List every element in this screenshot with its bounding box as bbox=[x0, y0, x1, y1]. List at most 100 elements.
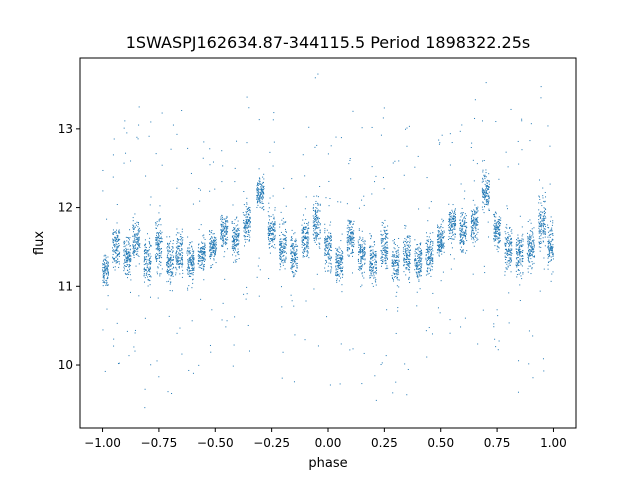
data-point bbox=[459, 235, 461, 237]
data-point bbox=[409, 262, 411, 264]
data-point bbox=[290, 253, 292, 255]
data-point bbox=[420, 275, 422, 277]
data-point bbox=[432, 245, 434, 247]
data-point bbox=[246, 208, 248, 210]
data-point bbox=[408, 125, 410, 127]
data-point bbox=[362, 237, 364, 239]
data-point bbox=[340, 258, 342, 260]
data-point bbox=[220, 218, 222, 220]
data-point bbox=[454, 208, 456, 210]
data-point bbox=[168, 243, 170, 245]
data-point bbox=[125, 251, 127, 253]
data-point bbox=[493, 228, 495, 230]
data-point bbox=[459, 227, 461, 229]
data-point bbox=[158, 238, 160, 240]
data-point bbox=[172, 275, 174, 277]
data-point bbox=[462, 241, 464, 243]
data-point bbox=[302, 226, 304, 228]
data-point bbox=[474, 220, 476, 222]
data-point bbox=[407, 255, 409, 257]
data-point bbox=[405, 258, 407, 260]
data-point bbox=[340, 260, 342, 262]
data-point bbox=[438, 241, 440, 243]
data-point bbox=[515, 265, 517, 267]
data-point bbox=[449, 213, 451, 215]
data-point bbox=[137, 247, 139, 249]
data-point bbox=[472, 216, 474, 218]
data-point bbox=[284, 235, 286, 237]
data-point bbox=[486, 182, 488, 184]
data-point bbox=[156, 247, 158, 249]
data-point bbox=[393, 241, 395, 243]
data-point bbox=[518, 252, 520, 254]
data-point bbox=[319, 203, 321, 205]
data-point bbox=[397, 262, 399, 264]
data-point bbox=[460, 230, 462, 232]
data-point bbox=[381, 254, 383, 256]
data-point bbox=[306, 241, 308, 243]
data-point bbox=[352, 249, 354, 251]
data-point bbox=[127, 255, 129, 257]
data-point bbox=[238, 235, 240, 237]
data-point bbox=[451, 218, 453, 220]
data-point bbox=[256, 189, 258, 191]
data-point bbox=[234, 219, 236, 221]
data-point bbox=[192, 257, 194, 259]
data-point bbox=[177, 247, 179, 249]
data-point bbox=[243, 230, 245, 232]
data-point bbox=[437, 249, 439, 251]
data-point bbox=[213, 252, 215, 254]
data-point bbox=[324, 238, 326, 240]
data-point bbox=[374, 277, 376, 279]
data-point bbox=[130, 255, 132, 257]
data-point bbox=[226, 242, 228, 244]
data-point bbox=[221, 217, 223, 219]
data-point bbox=[267, 237, 269, 239]
data-point bbox=[347, 250, 349, 252]
data-point bbox=[234, 181, 236, 183]
data-point bbox=[405, 250, 407, 252]
data-point bbox=[178, 248, 180, 250]
data-point bbox=[102, 270, 104, 272]
data-point bbox=[150, 245, 152, 247]
data-point bbox=[506, 208, 508, 210]
data-point bbox=[438, 232, 440, 234]
data-point bbox=[485, 185, 487, 187]
data-point bbox=[178, 245, 180, 247]
data-point bbox=[285, 242, 287, 244]
data-point bbox=[268, 216, 270, 218]
data-point bbox=[350, 237, 352, 239]
data-point bbox=[472, 223, 474, 225]
data-point bbox=[426, 260, 428, 262]
data-point bbox=[231, 246, 233, 248]
data-point bbox=[327, 240, 329, 242]
data-point bbox=[517, 257, 519, 259]
data-point bbox=[351, 233, 353, 235]
data-point bbox=[281, 252, 283, 254]
data-point bbox=[375, 266, 377, 268]
data-point bbox=[515, 243, 517, 245]
data-point bbox=[451, 225, 453, 227]
data-point bbox=[104, 271, 106, 273]
data-point bbox=[106, 270, 108, 272]
data-point bbox=[440, 280, 442, 282]
data-point bbox=[188, 260, 190, 262]
data-point bbox=[507, 260, 509, 262]
data-point bbox=[342, 262, 344, 264]
data-point bbox=[224, 235, 226, 237]
data-point bbox=[347, 254, 349, 256]
data-point bbox=[375, 272, 377, 274]
data-point bbox=[494, 226, 496, 228]
data-point bbox=[106, 269, 108, 271]
data-point bbox=[421, 252, 423, 254]
data-point bbox=[451, 224, 453, 226]
data-point bbox=[436, 244, 438, 246]
data-point bbox=[487, 200, 489, 202]
data-point bbox=[271, 227, 273, 229]
data-point bbox=[429, 242, 431, 244]
data-point bbox=[416, 268, 418, 270]
data-point bbox=[134, 247, 136, 249]
data-point bbox=[226, 231, 228, 233]
data-point bbox=[447, 238, 449, 240]
data-point bbox=[181, 249, 183, 251]
